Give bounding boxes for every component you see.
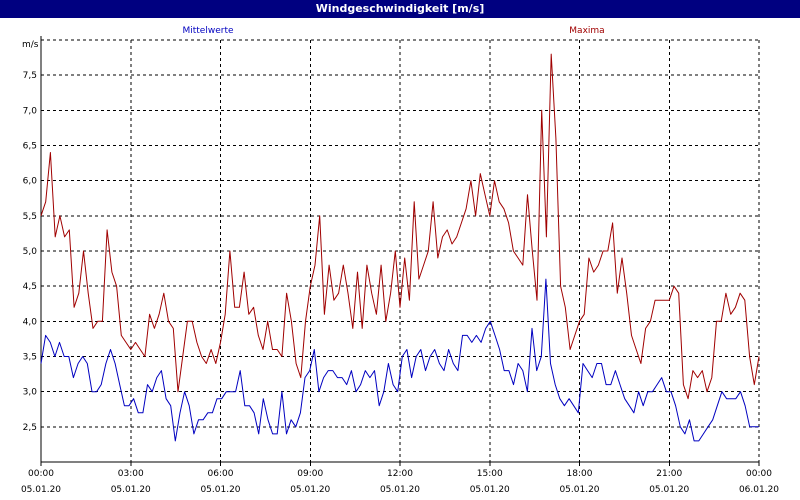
x-tick-time-label: 03:00 [118, 469, 144, 479]
x-tick-date-label: 05.01.20 [21, 485, 61, 495]
y-tick-label: 4,5 [23, 282, 37, 292]
y-tick-label: 2,5 [23, 423, 37, 433]
x-tick-time-label: 00:00 [28, 469, 54, 479]
x-tick-date-label: 05.01.20 [470, 485, 510, 495]
x-tick-time-label: 21:00 [656, 469, 682, 479]
series-line-maxima [40, 53, 760, 400]
legend-label-mittelwerte: Mittelwerte [182, 26, 233, 36]
y-tick-label: 6,5 [23, 142, 37, 152]
x-tick-time-label: 09:00 [297, 469, 323, 479]
y-tick-label: 6,0 [23, 177, 38, 187]
x-tick-date-label: 05.01.20 [111, 485, 151, 495]
y-tick-label: 5,0 [23, 247, 38, 257]
x-tick-date-label: 05.01.20 [649, 485, 689, 495]
y-tick-label: 7,0 [23, 106, 38, 116]
x-tick-date-label: 06.01.20 [739, 485, 779, 495]
x-tick-date-label: 05.01.20 [559, 485, 599, 495]
x-tick-time-label: 12:00 [387, 469, 413, 479]
x-tick-date-label: 05.01.20 [200, 485, 240, 495]
y-axis-unit-label: m/s [22, 40, 39, 50]
x-tick-date-label: 05.01.20 [290, 485, 330, 495]
window-title-bar: Windgeschwindigkeit [m/s] [0, 0, 800, 18]
x-tick-time-label: 00:00 [746, 469, 772, 479]
y-tick-label: 4,0 [23, 317, 38, 327]
y-tick-label: 3,0 [23, 388, 38, 398]
x-tick-time-label: 15:00 [477, 469, 503, 479]
x-tick-date-label: 05.01.20 [380, 485, 420, 495]
y-tick-label: 7,5 [23, 71, 37, 81]
legend-label-maxima: Maxima [569, 26, 604, 36]
y-tick-label: 5,5 [23, 212, 37, 222]
x-tick-time-label: 06:00 [208, 469, 234, 479]
y-tick-label: 3,5 [23, 353, 37, 363]
x-tick-time-label: 18:00 [567, 469, 593, 479]
series-line-mittelwerte [40, 278, 759, 442]
